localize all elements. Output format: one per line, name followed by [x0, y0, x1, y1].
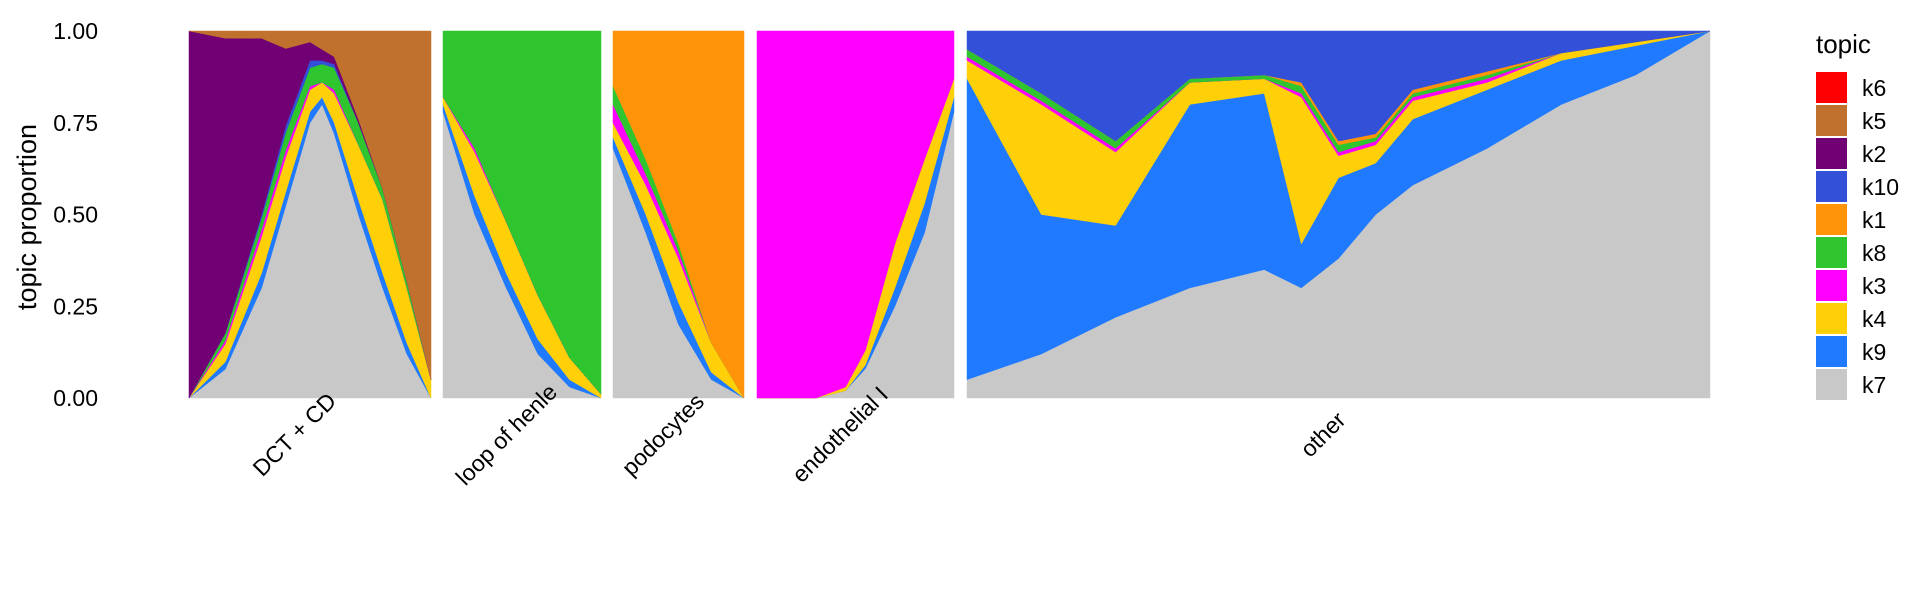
- legend-swatch-k4: [1816, 303, 1847, 334]
- legend-label-k4: k4: [1862, 306, 1887, 332]
- topic-area-k1: [612, 30, 745, 399]
- legend-label-k8: k8: [1862, 240, 1886, 266]
- topic-area-k8: [442, 30, 602, 395]
- legend-swatch-k6: [1816, 72, 1847, 103]
- legend-label-k2: k2: [1862, 141, 1886, 167]
- legend-swatch-k1: [1816, 204, 1847, 235]
- y-tick-label: 0.25: [53, 293, 98, 319]
- x-tick-label: podocytes: [617, 388, 710, 481]
- legend-label-k9: k9: [1862, 339, 1886, 365]
- y-tick-labels: 0.00 0.25 0.50 0.75 1.00: [53, 18, 98, 411]
- legend-label-k5: k5: [1862, 108, 1886, 134]
- panels: [188, 30, 1711, 399]
- legend-items: k6 k5 k2 k10 k1 k8 k3 k4 k9 k7: [1816, 72, 1899, 400]
- legend-swatch-k2: [1816, 138, 1847, 169]
- panel: [966, 30, 1711, 399]
- legend-label-k7: k7: [1862, 372, 1886, 398]
- panel: [756, 30, 955, 399]
- panel: [442, 30, 602, 399]
- y-axis: topic proportion 0.00 0.25 0.50 0.75 1.00: [12, 18, 98, 411]
- legend: topic k6 k5 k2 k10 k1 k8 k3 k4 k9 k7: [1816, 29, 1899, 400]
- legend-swatch-k9: [1816, 336, 1847, 367]
- legend-swatch-k7: [1816, 369, 1847, 400]
- legend-swatch-k10: [1816, 171, 1847, 202]
- y-tick-label: 0.50: [53, 202, 98, 228]
- legend-swatch-k3: [1816, 270, 1847, 301]
- legend-label-k6: k6: [1862, 75, 1886, 101]
- y-tick-label: 0.00: [53, 385, 98, 411]
- legend-label-k3: k3: [1862, 273, 1886, 299]
- legend-swatch-k5: [1816, 105, 1847, 136]
- legend-label-k1: k1: [1862, 207, 1886, 233]
- legend-swatch-k8: [1816, 237, 1847, 268]
- topic-area-k3: [756, 30, 955, 399]
- x-tick-label: DCT + CD: [248, 388, 342, 482]
- panel: [612, 30, 745, 399]
- y-tick-label: 0.75: [53, 110, 98, 136]
- topic-area-k5: [188, 30, 432, 380]
- legend-title: topic: [1816, 29, 1871, 59]
- panel: [188, 30, 432, 399]
- topic-area-k10: [966, 30, 1711, 142]
- legend-label-k10: k10: [1862, 174, 1899, 200]
- y-axis-title: topic proportion: [12, 124, 42, 310]
- y-tick-label: 1.00: [53, 18, 98, 44]
- x-tick-label: other: [1295, 406, 1351, 462]
